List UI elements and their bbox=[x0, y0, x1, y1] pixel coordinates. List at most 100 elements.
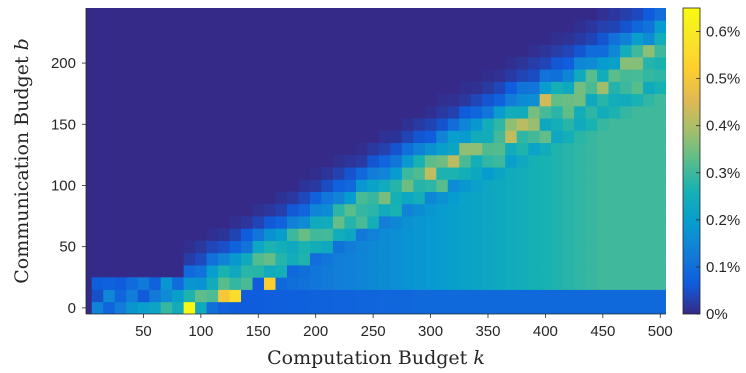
heatmap-cell bbox=[516, 228, 529, 241]
heatmap-cell bbox=[413, 167, 426, 180]
heatmap-cell bbox=[551, 216, 564, 229]
heatmap-cell bbox=[401, 167, 414, 180]
heatmap-cell bbox=[654, 118, 666, 131]
heatmap-cell bbox=[608, 8, 621, 21]
heatmap-cell bbox=[631, 228, 644, 241]
heatmap-cell bbox=[643, 20, 655, 33]
heatmap-cell bbox=[585, 277, 598, 290]
heatmap-cell bbox=[218, 277, 230, 290]
heatmap-cell bbox=[321, 265, 334, 278]
heatmap-cell bbox=[574, 44, 587, 58]
x-axis-ticks: 50 100 150 200 250 300 350 400 450 500 bbox=[135, 314, 673, 340]
heatmap-cell bbox=[436, 203, 449, 217]
heatmap-cell bbox=[286, 301, 299, 314]
heatmap-cell bbox=[321, 216, 334, 229]
heatmap-cell bbox=[241, 301, 253, 314]
heatmap-cell bbox=[562, 130, 575, 144]
heatmap-cell bbox=[585, 130, 598, 144]
x-tick-label: 350 bbox=[475, 323, 500, 340]
heatmap-cell bbox=[654, 130, 666, 144]
heatmap-cell bbox=[401, 118, 414, 131]
heatmap-cell bbox=[436, 265, 449, 278]
heatmap-cell bbox=[482, 265, 495, 278]
heatmap-cell bbox=[482, 277, 495, 290]
heatmap-cell bbox=[482, 216, 495, 229]
heatmap-cell bbox=[493, 81, 506, 95]
heatmap-cell bbox=[482, 240, 495, 254]
heatmap-cell bbox=[378, 289, 391, 303]
heatmap-cell bbox=[103, 277, 116, 290]
heatmap-cell bbox=[447, 265, 460, 278]
heatmap-cell bbox=[505, 69, 518, 82]
heatmap-cell bbox=[424, 105, 437, 119]
heatmap-cell bbox=[344, 191, 357, 205]
heatmap-cell bbox=[597, 203, 609, 217]
heatmap-cell bbox=[516, 179, 529, 192]
heatmap-cell bbox=[183, 252, 196, 266]
heatmap-cell bbox=[298, 216, 311, 229]
heatmap-cell bbox=[493, 69, 506, 82]
heatmap-cell bbox=[459, 167, 472, 180]
heatmap-cell bbox=[654, 167, 666, 180]
heatmap-cell bbox=[585, 167, 598, 180]
heatmap-cell bbox=[401, 179, 414, 192]
heatmap-cell bbox=[551, 289, 564, 303]
heatmap-cell bbox=[482, 69, 495, 82]
heatmap-cell bbox=[608, 154, 621, 168]
heatmap-cell bbox=[309, 216, 322, 229]
heatmap-cell bbox=[643, 191, 655, 205]
heatmap-cell bbox=[597, 265, 609, 278]
heatmap-cell bbox=[643, 32, 655, 46]
heatmap-cell bbox=[424, 142, 437, 156]
colorbar-tick-label: 0.2% bbox=[706, 212, 740, 229]
heatmap-cell bbox=[413, 154, 426, 168]
heatmap-cell bbox=[562, 167, 575, 180]
heatmap-cell bbox=[643, 118, 655, 131]
heatmap-cell bbox=[539, 240, 552, 254]
heatmap-cell bbox=[195, 289, 207, 303]
heatmap-cell bbox=[528, 240, 541, 254]
heatmap-cell bbox=[539, 142, 552, 156]
heatmap-cell bbox=[528, 289, 541, 303]
heatmap-cell bbox=[608, 56, 621, 70]
heatmap-cell bbox=[459, 118, 472, 131]
heatmap-cell bbox=[620, 240, 632, 254]
heatmap-cell bbox=[436, 167, 449, 180]
heatmap-cell bbox=[309, 167, 322, 180]
heatmap-cell bbox=[608, 118, 621, 131]
heatmap-cell bbox=[620, 118, 632, 131]
heatmap-cell bbox=[401, 191, 414, 205]
heatmap-cell bbox=[539, 301, 552, 314]
heatmap-cell bbox=[401, 252, 414, 266]
heatmap-cell bbox=[286, 216, 299, 229]
heatmap-cell bbox=[620, 265, 632, 278]
heatmap-cell bbox=[528, 216, 541, 229]
heatmap-cell bbox=[631, 216, 644, 229]
heatmap-cell bbox=[103, 301, 116, 314]
heatmap-cell bbox=[436, 240, 449, 254]
heatmap-cell bbox=[482, 301, 495, 314]
colorbar-tick-label: 0.1% bbox=[706, 259, 740, 276]
heatmap-cell bbox=[436, 252, 449, 266]
heatmap-cell bbox=[631, 252, 644, 266]
heatmap-cell bbox=[608, 179, 621, 192]
heatmap-cell bbox=[275, 203, 288, 217]
heatmap-cell bbox=[160, 301, 173, 314]
heatmap-cell bbox=[597, 228, 609, 241]
heatmap-cell bbox=[493, 93, 506, 107]
heatmap-cell bbox=[505, 265, 518, 278]
heatmap-cell bbox=[390, 203, 403, 217]
heatmap-cell bbox=[459, 191, 472, 205]
heatmap-cell bbox=[264, 228, 276, 241]
heatmap-cell bbox=[597, 8, 609, 21]
heatmap-cell bbox=[390, 252, 403, 266]
heatmap-cell bbox=[286, 191, 299, 205]
heatmap-cell bbox=[321, 191, 334, 205]
heatmap-cell bbox=[252, 301, 265, 314]
heatmap-cell bbox=[424, 240, 437, 254]
heatmap-cell bbox=[332, 167, 345, 180]
heatmap-cell bbox=[528, 69, 541, 82]
heatmap-cell bbox=[264, 265, 276, 278]
heatmap-cell bbox=[401, 154, 414, 168]
heatmap-cell bbox=[195, 252, 207, 266]
